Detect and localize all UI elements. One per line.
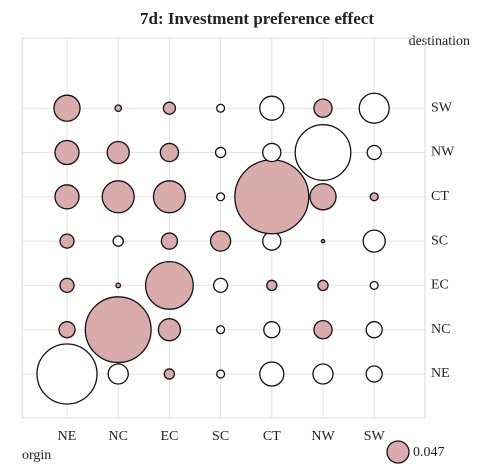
bubble xyxy=(320,238,326,244)
bubble xyxy=(294,124,352,181)
legend-bubble xyxy=(386,440,410,464)
bubble xyxy=(36,343,98,405)
bubble xyxy=(54,184,80,210)
bubble xyxy=(216,325,226,335)
x-axis-label: orgin xyxy=(22,448,51,463)
bubble xyxy=(369,280,379,290)
y-tick-label: SC xyxy=(431,233,448,248)
x-tick-label: EC xyxy=(160,429,178,444)
bubble xyxy=(317,279,329,292)
y-tick-label: NW xyxy=(431,145,455,160)
bubble xyxy=(214,146,227,159)
bubble xyxy=(212,277,229,294)
bubble xyxy=(365,321,383,339)
bubble xyxy=(157,318,182,342)
x-tick-label: CT xyxy=(263,429,281,444)
bubble xyxy=(159,142,180,163)
legend-label: 0.047 xyxy=(413,445,445,460)
bubble xyxy=(262,231,282,251)
bubble xyxy=(216,369,226,379)
bubble xyxy=(59,233,75,249)
bubble xyxy=(263,321,281,339)
bubble xyxy=(362,229,386,253)
y-tick-label: SW xyxy=(431,100,453,115)
bubble xyxy=(101,180,135,214)
x-tick-label: NE xyxy=(58,429,77,444)
y-axis-label: destination xyxy=(409,34,470,49)
x-tick-label: NW xyxy=(311,429,335,444)
x-tick-label: NC xyxy=(108,429,127,444)
bubble xyxy=(266,279,278,292)
bubble xyxy=(107,363,129,385)
bubble xyxy=(216,192,226,202)
chart-title: 7d: Investment preference effect xyxy=(140,9,374,28)
bubble xyxy=(54,139,80,166)
bubble xyxy=(59,277,75,294)
bubble xyxy=(209,230,232,252)
bubble xyxy=(114,104,123,113)
bubble xyxy=(115,282,122,289)
bubble xyxy=(162,101,177,115)
plot-frame xyxy=(21,37,426,419)
bubble xyxy=(58,321,76,339)
x-tick-label: SC xyxy=(212,429,229,444)
bubble xyxy=(259,361,285,387)
bubble xyxy=(365,365,383,383)
x-tick-label: SW xyxy=(364,429,386,444)
y-tick-label: NE xyxy=(431,366,450,381)
y-tick-label: CT xyxy=(431,189,449,204)
bubble xyxy=(366,144,382,161)
bubble xyxy=(312,363,334,385)
bubble xyxy=(112,235,124,247)
bubble xyxy=(309,183,337,211)
bubble xyxy=(163,368,176,380)
bubble xyxy=(106,140,130,165)
bubble xyxy=(144,260,194,310)
bubble xyxy=(84,296,152,364)
y-tick-label: EC xyxy=(431,278,449,293)
bubble xyxy=(313,319,333,340)
bubble xyxy=(216,103,226,113)
bubble xyxy=(234,159,310,235)
bubble xyxy=(259,95,285,121)
bubble xyxy=(369,192,379,202)
bubble xyxy=(358,92,390,124)
bubble xyxy=(262,142,282,163)
bubble xyxy=(160,232,179,250)
y-tick-label: NC xyxy=(431,322,450,337)
bubble xyxy=(313,98,333,118)
bubble xyxy=(152,180,187,214)
bubble xyxy=(53,94,81,122)
